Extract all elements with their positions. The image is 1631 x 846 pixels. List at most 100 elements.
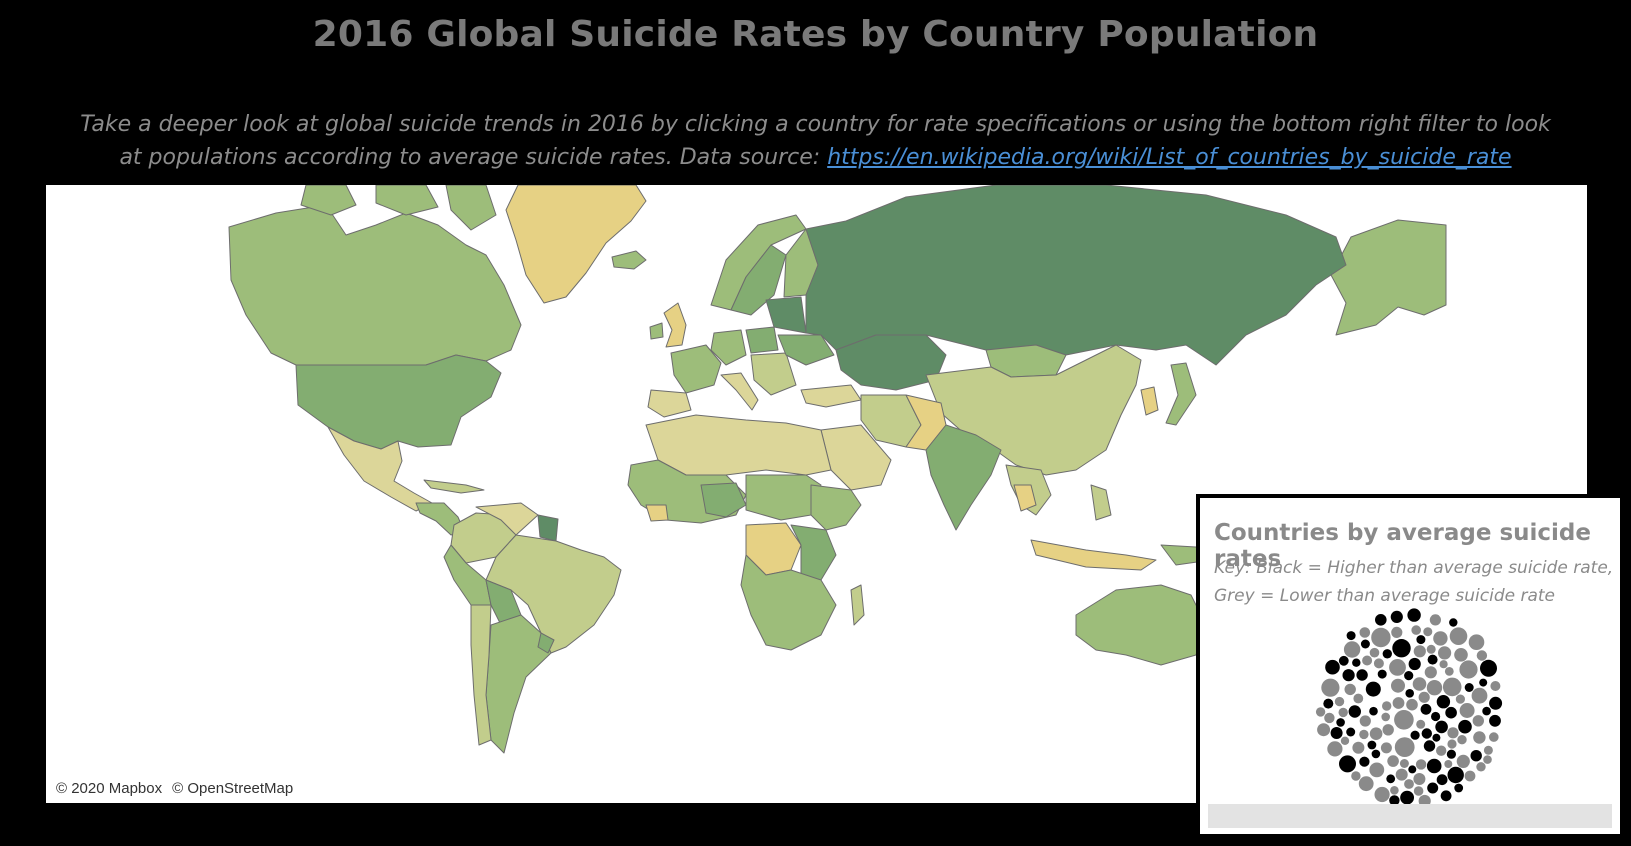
country-nigeria[interactable]	[700, 482, 747, 518]
bubble-lower-rate[interactable]	[1369, 727, 1383, 740]
bubble-higher-rate[interactable]	[1336, 718, 1345, 727]
country-germany[interactable]	[710, 329, 747, 366]
bubble-higher-rate[interactable]	[1339, 755, 1356, 773]
bubble-lower-rate[interactable]	[1315, 707, 1326, 717]
bubble-higher-rate[interactable]	[1454, 783, 1464, 793]
country-ukraine[interactable]	[777, 334, 835, 366]
bubble-lower-rate[interactable]	[1387, 755, 1399, 767]
country-italy[interactable]	[720, 372, 759, 411]
bubble-lower-rate[interactable]	[1454, 648, 1468, 662]
bubble-higher-rate[interactable]	[1432, 733, 1441, 742]
bubble-lower-rate[interactable]	[1371, 627, 1391, 648]
bubble-lower-rate[interactable]	[1358, 776, 1374, 792]
country-ireland[interactable]	[649, 322, 664, 340]
bubble-higher-rate[interactable]	[1359, 756, 1370, 767]
country-korea[interactable]	[1140, 386, 1159, 416]
country-southern-africa[interactable]	[740, 554, 837, 651]
bubble-higher-rate[interactable]	[1360, 639, 1370, 649]
bubble-higher-rate[interactable]	[1482, 706, 1491, 716]
bubble-higher-rate[interactable]	[1449, 618, 1458, 627]
country-france[interactable]	[670, 344, 722, 394]
bubble-lower-rate[interactable]	[1490, 681, 1501, 691]
bubble-higher-rate[interactable]	[1458, 719, 1472, 734]
bubble-lower-rate[interactable]	[1373, 658, 1384, 669]
bubble-lower-rate[interactable]	[1382, 701, 1392, 711]
bubble-lower-rate[interactable]	[1447, 739, 1457, 749]
country-thailand[interactable]	[1013, 484, 1037, 512]
bubble-higher-rate[interactable]	[1408, 765, 1417, 774]
bubble-higher-rate[interactable]	[1489, 696, 1503, 710]
bubble-lower-rate[interactable]	[1391, 678, 1405, 693]
bubble-lower-rate[interactable]	[1395, 768, 1408, 781]
bubble-higher-rate[interactable]	[1436, 695, 1451, 709]
bubble-lower-rate[interactable]	[1433, 631, 1448, 646]
country-ivory-coast[interactable]	[645, 504, 669, 522]
packed-bubbles[interactable]	[1200, 498, 1620, 834]
country-poland[interactable]	[745, 326, 779, 354]
bubble-higher-rate[interactable]	[1346, 727, 1356, 737]
bubble-higher-rate[interactable]	[1330, 727, 1343, 739]
country-australia[interactable]	[1075, 584, 1207, 666]
bubble-higher-rate[interactable]	[1389, 795, 1400, 806]
country-ethiopia-horn[interactable]	[810, 484, 862, 531]
country-usa[interactable]	[295, 354, 502, 450]
bubble-lower-rate[interactable]	[1352, 741, 1365, 754]
bubble-higher-rate[interactable]	[1421, 728, 1432, 739]
country-venezuela[interactable]	[475, 502, 539, 536]
bubble-lower-rate[interactable]	[1436, 745, 1447, 756]
bubble-lower-rate[interactable]	[1317, 723, 1331, 737]
bubble-lower-rate[interactable]	[1457, 735, 1467, 745]
bubble-lower-rate[interactable]	[1459, 703, 1475, 718]
bubble-lower-rate[interactable]	[1389, 659, 1406, 676]
bubble-lower-rate[interactable]	[1321, 678, 1340, 697]
bubble-lower-rate[interactable]	[1426, 680, 1443, 696]
bubble-lower-rate[interactable]	[1472, 715, 1484, 727]
bubble-lower-rate[interactable]	[1392, 697, 1405, 709]
bubble-lower-rate[interactable]	[1483, 755, 1492, 764]
country-balkans[interactable]	[750, 352, 797, 396]
bubble-higher-rate[interactable]	[1408, 657, 1421, 671]
bubble-lower-rate[interactable]	[1476, 650, 1488, 661]
bubble-lower-rate[interactable]	[1359, 627, 1371, 638]
bubble-higher-rate[interactable]	[1445, 706, 1457, 719]
country-russia[interactable]	[805, 185, 1347, 366]
mapbox-credit[interactable]: © 2020 Mapbox	[56, 780, 163, 797]
country-philippines[interactable]	[1090, 484, 1112, 521]
world-map-svg[interactable]	[46, 185, 1587, 803]
country-japan[interactable]	[1165, 362, 1197, 426]
country-indonesia[interactable]	[1030, 539, 1157, 571]
bubble-higher-rate[interactable]	[1447, 766, 1464, 784]
bubble-higher-rate[interactable]	[1352, 658, 1361, 667]
bubble-higher-rate[interactable]	[1375, 614, 1387, 626]
bubble-lower-rate[interactable]	[1391, 626, 1403, 638]
bubble-lower-rate[interactable]	[1413, 645, 1426, 658]
country-north-africa[interactable]	[645, 414, 832, 476]
rate-filter-bar[interactable]	[1208, 804, 1612, 828]
bubble-higher-rate[interactable]	[1410, 730, 1420, 740]
bubble-higher-rate[interactable]	[1365, 681, 1381, 697]
bubble-lower-rate[interactable]	[1338, 707, 1348, 718]
bubble-lower-rate[interactable]	[1416, 719, 1426, 729]
bubble-lower-rate[interactable]	[1374, 786, 1390, 803]
bubble-lower-rate[interactable]	[1442, 677, 1462, 697]
bubble-lower-rate[interactable]	[1406, 698, 1418, 711]
country-turkey[interactable]	[800, 384, 862, 408]
bubble-lower-rate[interactable]	[1444, 760, 1453, 768]
bubble-higher-rate[interactable]	[1479, 678, 1488, 687]
bubble-lower-rate[interactable]	[1415, 759, 1427, 770]
bubble-higher-rate[interactable]	[1423, 740, 1436, 752]
country-sudan-chad[interactable]	[745, 474, 822, 521]
bubble-higher-rate[interactable]	[1480, 659, 1497, 677]
bubble-lower-rate[interactable]	[1359, 729, 1369, 740]
country-uruguay[interactable]	[537, 632, 555, 654]
country-mexico[interactable]	[327, 426, 433, 512]
bubble-lower-rate[interactable]	[1359, 715, 1371, 727]
bubble-higher-rate[interactable]	[1338, 655, 1349, 666]
bubble-lower-rate[interactable]	[1411, 625, 1421, 635]
bubble-higher-rate[interactable]	[1420, 703, 1432, 715]
data-source-link[interactable]: https://en.wikipedia.org/wiki/List_of_co…	[827, 145, 1512, 170]
bubble-higher-rate[interactable]	[1440, 790, 1452, 802]
bubble-lower-rate[interactable]	[1344, 683, 1356, 696]
country-usa-alaska[interactable]	[1330, 219, 1447, 336]
bubble-lower-rate[interactable]	[1394, 710, 1414, 730]
